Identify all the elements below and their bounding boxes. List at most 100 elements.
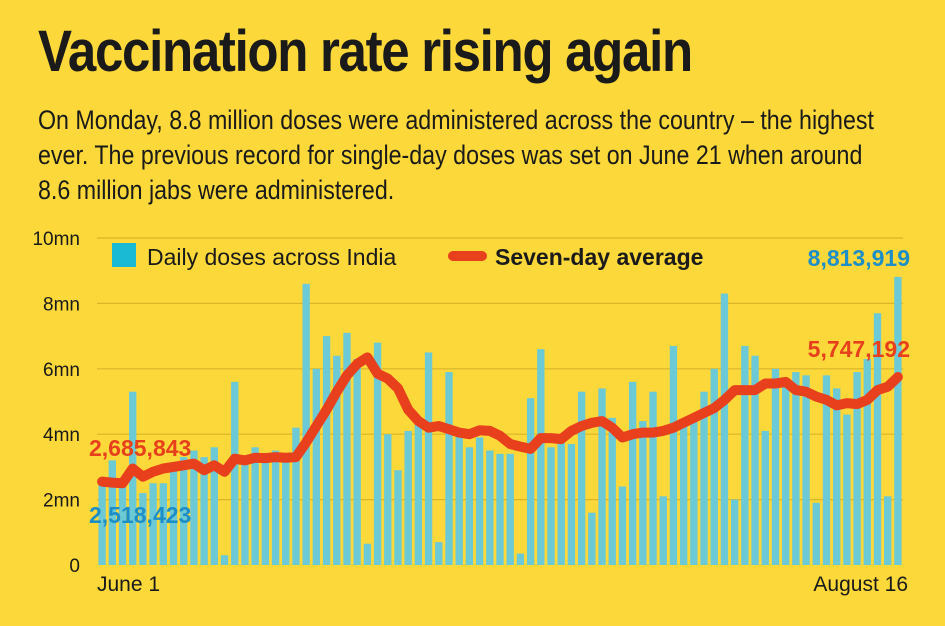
- bar-daily-doses: [435, 542, 443, 565]
- bar-daily-doses: [649, 391, 657, 565]
- bar-daily-doses: [863, 358, 871, 565]
- bar-daily-doses: [690, 414, 698, 565]
- bar-daily-doses: [669, 345, 678, 565]
- line-series-seven-day-average: [97, 352, 903, 489]
- bar-daily-doses: [486, 450, 494, 565]
- y-tick-label: 10mn: [32, 229, 80, 250]
- bar-daily-doses: [577, 391, 586, 565]
- chart-title: Vaccination rate rising again: [38, 19, 693, 84]
- y-tick-label: 6mn: [43, 360, 80, 381]
- bar-daily-doses: [700, 391, 708, 565]
- bar-daily-doses: [343, 332, 351, 565]
- bar-daily-doses: [608, 417, 616, 565]
- legend-line-label: Seven-day average: [495, 244, 703, 270]
- bar-daily-doses: [526, 398, 535, 565]
- bar-daily-doses: [843, 414, 851, 565]
- bar-daily-doses: [180, 457, 188, 565]
- legend-bar-label: Daily doses across India: [147, 244, 396, 270]
- bar-daily-doses: [312, 368, 321, 565]
- bar-daily-doses: [547, 447, 555, 565]
- bar-daily-doses: [710, 368, 718, 565]
- bar-daily-doses: [271, 450, 280, 565]
- bar-daily-doses: [169, 470, 178, 565]
- bar-daily-doses: [730, 499, 739, 565]
- bar-daily-doses: [659, 496, 667, 565]
- bar-daily-doses: [129, 391, 137, 565]
- bar-daily-doses: [302, 283, 310, 565]
- x-axis-start-label: June 1: [97, 573, 160, 596]
- bar-daily-doses: [557, 434, 565, 565]
- data-labels: 2,685,843 2,518,423 8,813,919 5,747,192: [89, 245, 910, 528]
- x-axis-end-label: August 16: [813, 573, 908, 596]
- bar-daily-doses: [802, 375, 810, 565]
- bar-daily-doses: [679, 424, 688, 565]
- bar-daily-doses: [231, 381, 239, 565]
- bar-daily-doses: [516, 553, 525, 565]
- bar-daily-doses: [833, 388, 841, 565]
- bar-daily-doses: [108, 460, 116, 565]
- y-tick-label: 8mn: [43, 294, 80, 315]
- y-tick-label: 2mn: [43, 491, 80, 512]
- y-tick-label: 4mn: [43, 425, 80, 446]
- bar-daily-doses: [588, 512, 596, 565]
- bar-daily-doses: [149, 483, 157, 565]
- chart-subtitle: On Monday, 8.8 million doses were admini…: [38, 105, 874, 205]
- bar-daily-doses: [496, 453, 504, 565]
- bar-daily-doses: [210, 447, 219, 565]
- bar-daily-doses: [190, 450, 198, 565]
- bar-daily-doses: [282, 460, 290, 565]
- label-end-daily: 8,813,919: [808, 245, 910, 271]
- bar-daily-doses: [506, 453, 514, 565]
- bar-daily-doses: [241, 463, 249, 565]
- bar-daily-doses: [455, 434, 463, 565]
- bar-daily-doses: [261, 453, 270, 565]
- bar-daily-doses: [812, 502, 820, 565]
- bar-daily-doses: [373, 342, 382, 565]
- bar-daily-doses: [598, 388, 606, 565]
- bar-daily-doses: [220, 555, 229, 565]
- bar-series-daily-doses: [98, 276, 902, 565]
- bar-daily-doses: [292, 427, 300, 565]
- bar-daily-doses: [384, 434, 392, 565]
- bar-daily-doses: [353, 358, 361, 565]
- bar-daily-doses: [853, 372, 861, 565]
- bar-daily-doses: [639, 421, 647, 565]
- bar-daily-doses: [822, 375, 831, 565]
- bar-daily-doses: [781, 385, 790, 565]
- y-axis-ticks: 0 2mn 4mn 6mn 8mn 10mn: [32, 229, 80, 577]
- bar-daily-doses: [618, 486, 627, 565]
- bar-daily-doses: [873, 313, 882, 565]
- bar-daily-doses: [567, 444, 576, 565]
- legend-bar-swatch: [112, 243, 136, 267]
- bar-daily-doses: [771, 368, 780, 565]
- bar-daily-doses: [628, 381, 637, 565]
- label-start-average: 2,685,843: [89, 435, 191, 461]
- bar-daily-doses: [751, 355, 759, 565]
- legend: Daily doses across India Seven-day avera…: [112, 243, 703, 270]
- label-start-daily: 2,518,423: [89, 502, 191, 528]
- bar-daily-doses: [761, 430, 769, 565]
- bar-daily-doses: [741, 345, 749, 565]
- bar-daily-doses: [445, 372, 453, 565]
- bar-daily-doses: [792, 372, 800, 565]
- bar-daily-doses: [333, 355, 341, 565]
- bar-daily-doses: [394, 470, 402, 565]
- bar-daily-doses: [404, 430, 412, 565]
- bar-daily-doses: [98, 482, 106, 565]
- bar-daily-doses: [424, 352, 433, 565]
- label-end-average: 5,747,192: [808, 336, 910, 362]
- bar-daily-doses: [118, 479, 127, 565]
- bar-daily-doses: [251, 447, 259, 565]
- bar-daily-doses: [537, 349, 545, 565]
- bar-daily-doses: [322, 336, 331, 565]
- bar-daily-doses: [465, 447, 474, 565]
- bar-daily-doses: [363, 543, 372, 565]
- bar-daily-doses: [475, 437, 484, 565]
- bar-daily-doses: [159, 483, 167, 565]
- bar-daily-doses: [894, 276, 902, 565]
- line-seven-day-average: [97, 352, 903, 489]
- bar-daily-doses: [884, 496, 892, 565]
- bar-daily-doses: [200, 457, 208, 565]
- y-tick-label: 0: [69, 556, 80, 577]
